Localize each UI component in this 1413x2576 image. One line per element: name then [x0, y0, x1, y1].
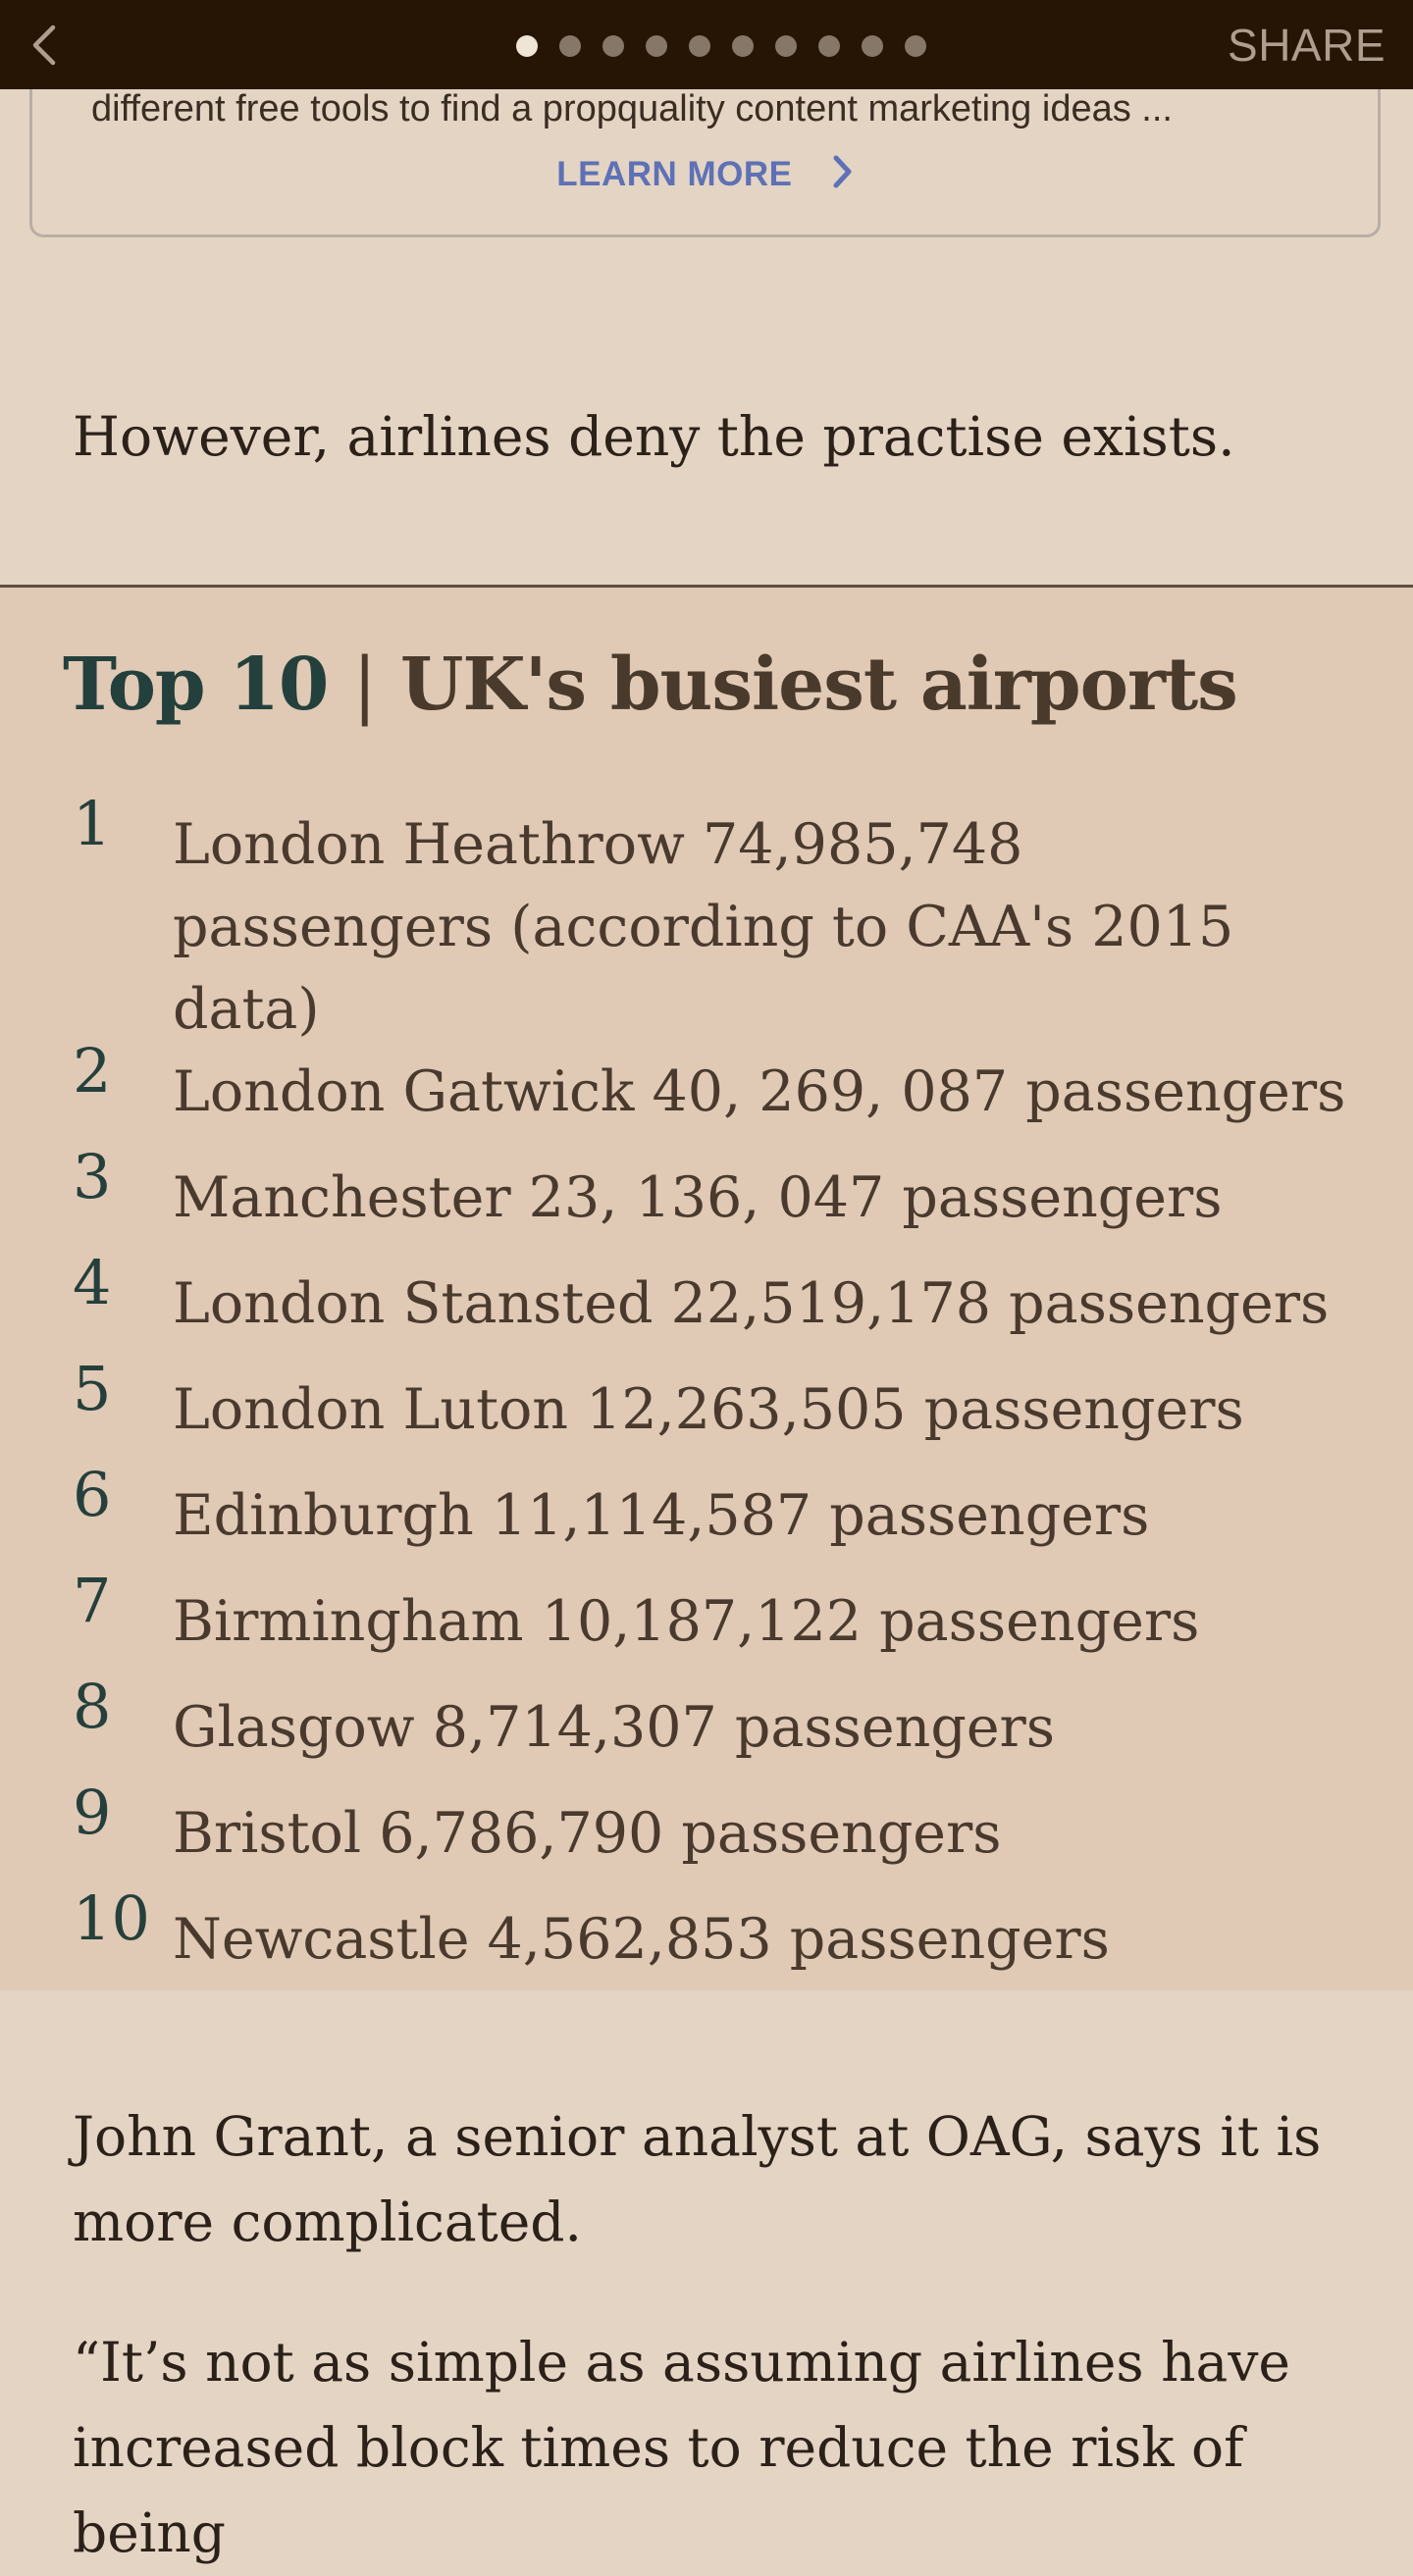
promo-text: different free tools to find a propquali…: [91, 88, 1173, 129]
list-item: 5 London Luton 12,263,505 passengers: [0, 1353, 1413, 1474]
rank-number: 4: [73, 1247, 112, 1318]
panel-title-text: UK's busiest airports: [399, 643, 1238, 727]
page-indicator: [29, 35, 1413, 57]
panel-title: Top 10 | UK's busiest airports: [63, 643, 1238, 727]
list-item-text: Bristol 6,786,790 passengers: [173, 1801, 1002, 1866]
list-item-text: Edinburgh 11,114,587 passengers: [173, 1483, 1150, 1548]
list-item-text: London Luton 12,263,505 passengers: [173, 1377, 1244, 1442]
rank-number: 2: [73, 1035, 112, 1107]
page-dot[interactable]: [905, 35, 926, 57]
top10-panel: Top 10 | UK's busiest airports 1 London …: [0, 588, 1413, 1990]
page-dot[interactable]: [818, 35, 840, 57]
back-button[interactable]: [18, 16, 77, 75]
section-divider: [0, 585, 1413, 588]
ranking-list: 1 London Heathrow 74,985,748 passengers …: [0, 788, 1413, 2004]
learn-more-label: LEARN MORE: [556, 155, 793, 193]
article-paragraph: “It’s not as simple as assuming airlines…: [73, 2331, 1290, 2564]
list-item-text: London Gatwick 40, 269, 087 passengers: [173, 1059, 1346, 1124]
rank-number: 10: [73, 1882, 150, 1954]
panel-title-accent: Top 10: [63, 643, 329, 727]
page-dot[interactable]: [862, 35, 883, 57]
list-item: 6 Edinburgh 11,114,587 passengers: [0, 1459, 1413, 1580]
list-item: 8 Glasgow 8,714,307 passengers: [0, 1671, 1413, 1792]
page-dot[interactable]: [516, 35, 538, 57]
rank-number: 5: [73, 1353, 112, 1424]
page-dot[interactable]: [775, 35, 797, 57]
list-item-text: Newcastle 4,562,853 passengers: [173, 1907, 1110, 1972]
list-item: 9 Bristol 6,786,790 passengers: [0, 1777, 1413, 1898]
chevron-left-icon: [18, 25, 77, 78]
list-item: 4 London Stansted 22,519,178 passengers: [0, 1247, 1413, 1368]
promo-card: different free tools to find a propquali…: [29, 20, 1381, 237]
chevron-right-icon: [832, 155, 854, 197]
list-item-text: Birmingham 10,187,122 passengers: [173, 1589, 1200, 1654]
article-paragraph: However, airlines deny the practise exis…: [73, 405, 1235, 468]
rank-number: 6: [73, 1459, 112, 1530]
list-item-text: Glasgow 8,714,307 passengers: [173, 1695, 1056, 1760]
list-item-text: London Heathrow 74,985,748 passengers (a…: [173, 812, 1234, 1042]
article-paragraph: John Grant, a senior analyst at OAG, say…: [73, 2105, 1322, 2253]
page-dot[interactable]: [732, 35, 754, 57]
top-app-bar: SHARE: [0, 0, 1413, 89]
list-item: 10 Newcastle 4,562,853 passengers: [0, 1882, 1413, 2004]
list-item-text: London Stansted 22,519,178 passengers: [173, 1271, 1330, 1336]
rank-number: 8: [73, 1671, 112, 1742]
list-item: 3 Manchester 23, 136, 047 passengers: [0, 1141, 1413, 1262]
page-dot[interactable]: [559, 35, 581, 57]
rank-number: 1: [73, 788, 112, 859]
list-item: 1 London Heathrow 74,985,748 passengers …: [0, 788, 1413, 1051]
list-item: 2 London Gatwick 40, 269, 087 passengers: [0, 1035, 1413, 1157]
list-item: 7 Birmingham 10,187,122 passengers: [0, 1565, 1413, 1686]
page-dot[interactable]: [602, 35, 624, 57]
rank-number: 3: [73, 1141, 112, 1212]
share-button[interactable]: SHARE: [1228, 20, 1386, 71]
page-dot[interactable]: [646, 35, 667, 57]
rank-number: 9: [73, 1777, 112, 1848]
list-item-text: Manchester 23, 136, 047 passengers: [173, 1165, 1223, 1230]
learn-more-link[interactable]: LEARN MORE: [32, 155, 1378, 197]
panel-title-separator: |: [352, 643, 377, 727]
page-dot[interactable]: [689, 35, 710, 57]
rank-number: 7: [73, 1565, 112, 1636]
